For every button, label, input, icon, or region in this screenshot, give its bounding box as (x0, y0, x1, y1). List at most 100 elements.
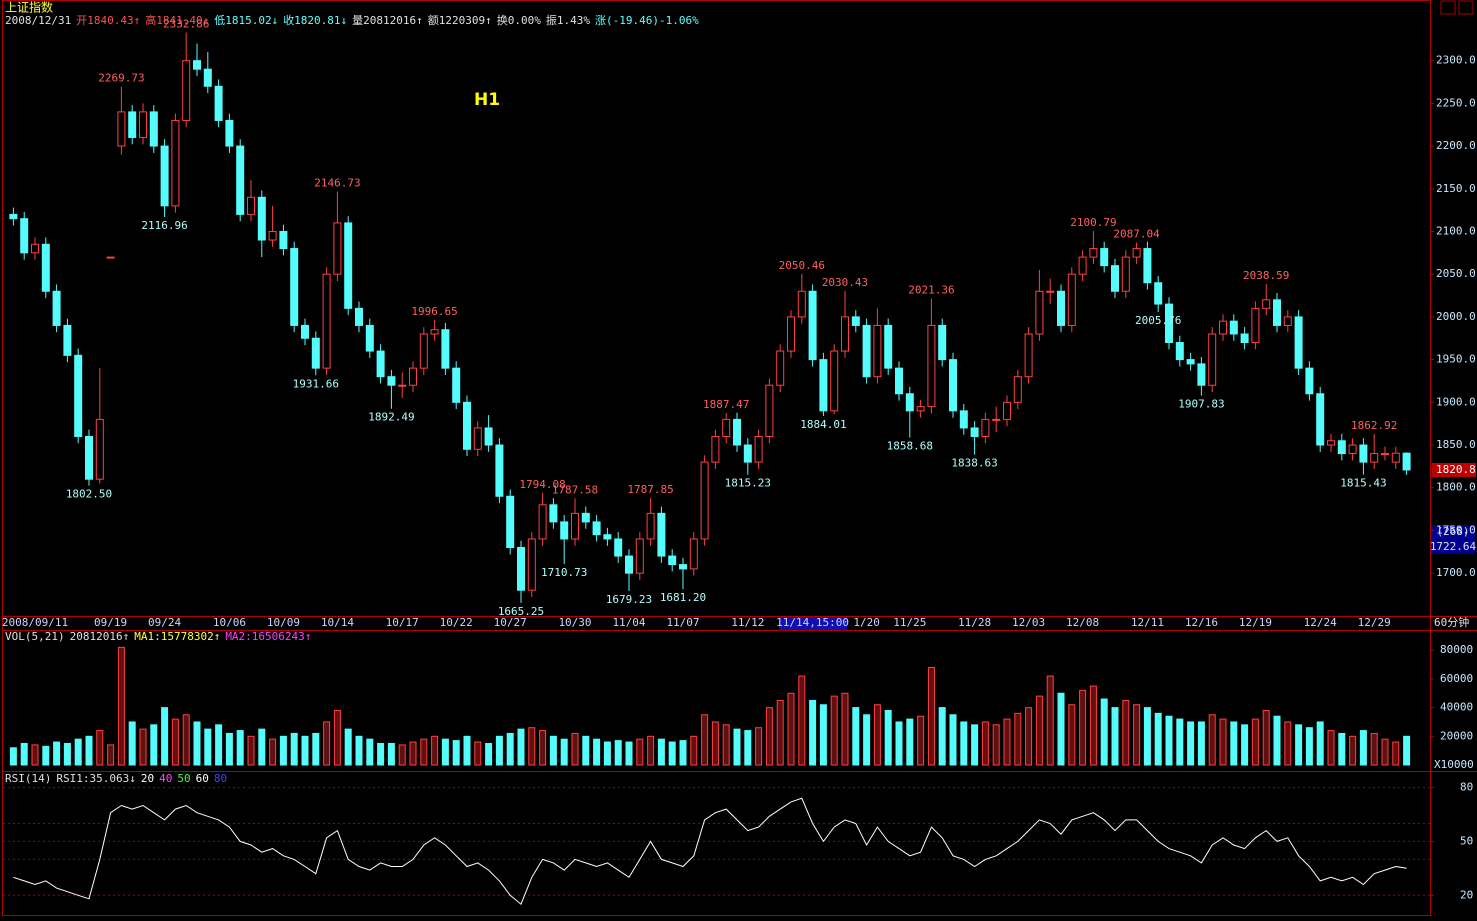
volume-bar (506, 732, 514, 766)
volume-bar (1068, 704, 1076, 766)
candle-body (1240, 333, 1249, 344)
extreme-label: 2005.76 (1135, 314, 1181, 327)
candle-body (63, 324, 72, 356)
volume-bar (992, 724, 1000, 766)
volume-bar (668, 741, 676, 766)
candle-body (1370, 453, 1379, 463)
extreme-label: 1794.08 (519, 478, 565, 491)
y-tick-label: 1850.0 (1436, 438, 1476, 451)
volume-bar (776, 699, 784, 766)
candle-body (1348, 444, 1357, 455)
extreme-label: 2087.04 (1113, 228, 1160, 241)
candle-body (689, 538, 698, 570)
volume-bar (690, 735, 698, 766)
volume-bar (1003, 718, 1011, 766)
candle-body (171, 119, 180, 207)
extreme-label: 2332.86 (163, 18, 209, 31)
candle-body (409, 367, 417, 386)
x-tick-label: 10/27 (494, 616, 527, 629)
candle-body (700, 461, 709, 540)
candle-body (538, 504, 547, 540)
volume-bar (841, 692, 849, 766)
volume-bar (355, 735, 363, 766)
candle-body (722, 418, 731, 437)
quote-field: 涨(-19.46)-1.06% (595, 14, 699, 27)
extreme-label: 2030.43 (822, 276, 868, 289)
candle-body (1294, 316, 1303, 369)
extreme-label: 1815.43 (1340, 477, 1386, 490)
y-tick-label: 60000 (1440, 672, 1473, 685)
volume-bar (981, 721, 989, 766)
quote-field: 振1.43% (546, 13, 590, 27)
extreme-label: 1892.49 (368, 411, 414, 424)
volume-bar (711, 721, 719, 766)
candle-body (646, 512, 655, 540)
volume-bar (819, 704, 827, 766)
extreme-label: 1787.85 (627, 483, 673, 496)
x-tick-label: 12/29 (1358, 616, 1391, 629)
candle-body (1078, 256, 1087, 275)
y-tick-label: 2050.0 (1436, 267, 1476, 280)
candle-body (1111, 265, 1119, 292)
volume-bar (938, 707, 946, 766)
volume-bar (1219, 718, 1227, 766)
candle-body (862, 324, 871, 378)
candle-body (1057, 290, 1065, 326)
candle-body (268, 230, 277, 241)
volume-bar (1025, 707, 1033, 766)
rsi-legend: 40 (159, 772, 172, 785)
last-price-label: 1820.8 (1436, 463, 1476, 476)
volume-bar (344, 728, 352, 766)
candle-body (1067, 273, 1076, 326)
y-tick-label: 2250.0 (1436, 96, 1476, 109)
candle-body (657, 512, 666, 557)
y-tick-label: 1700.0 (1436, 566, 1476, 579)
y-axis-label: X10000 (1434, 758, 1474, 771)
volume-bar (182, 714, 190, 766)
y-tick-label: 2200.0 (1436, 139, 1476, 152)
quote-field: 换0.00% (497, 13, 541, 27)
candle-body (247, 196, 255, 215)
volume-bar (679, 740, 687, 766)
candle-body (1154, 282, 1163, 305)
candle-body (1316, 393, 1325, 446)
window-button[interactable] (1458, 0, 1474, 15)
extreme-label: 1887.47 (703, 398, 749, 411)
extreme-label: 1931.66 (293, 377, 339, 390)
rsi-legend: 80 (214, 772, 227, 785)
candle-body (128, 111, 137, 139)
candle-body (884, 324, 893, 369)
candle-body (193, 60, 201, 70)
candle-body (981, 418, 990, 437)
extreme-label: 1665.25 (498, 605, 544, 618)
volume-bar (366, 738, 374, 766)
candle-body (203, 68, 212, 87)
volume-bar (1111, 707, 1119, 766)
candle-body (603, 534, 612, 540)
volume-bar (852, 707, 860, 766)
candle-body (1229, 320, 1238, 335)
candle-body (711, 435, 720, 463)
candle-body (635, 538, 644, 574)
volume-bar (63, 742, 71, 766)
candle-body (895, 367, 903, 395)
y-tick-label: 2150.0 (1436, 182, 1476, 195)
side-box (1431, 525, 1475, 539)
rsi-legend: RSI(14) (5, 772, 51, 785)
volume-bar (333, 709, 341, 766)
x-tick-label: 12/03 (1012, 616, 1045, 629)
y-tick-label: 1800.0 (1436, 481, 1476, 494)
extreme-label: 2146.73 (314, 177, 360, 190)
volume-bar (1349, 735, 1357, 766)
candle-body (257, 196, 266, 241)
candle-body (1208, 333, 1217, 386)
volume-bar (290, 732, 298, 766)
candle-body (970, 427, 979, 437)
volume-bar (593, 738, 601, 766)
volume-bar (549, 735, 557, 766)
rsi-legend: RSI1:35.063↓ (56, 772, 135, 785)
volume-bar (1154, 712, 1162, 766)
window-button[interactable] (1440, 0, 1456, 15)
volume-bar (398, 744, 406, 766)
